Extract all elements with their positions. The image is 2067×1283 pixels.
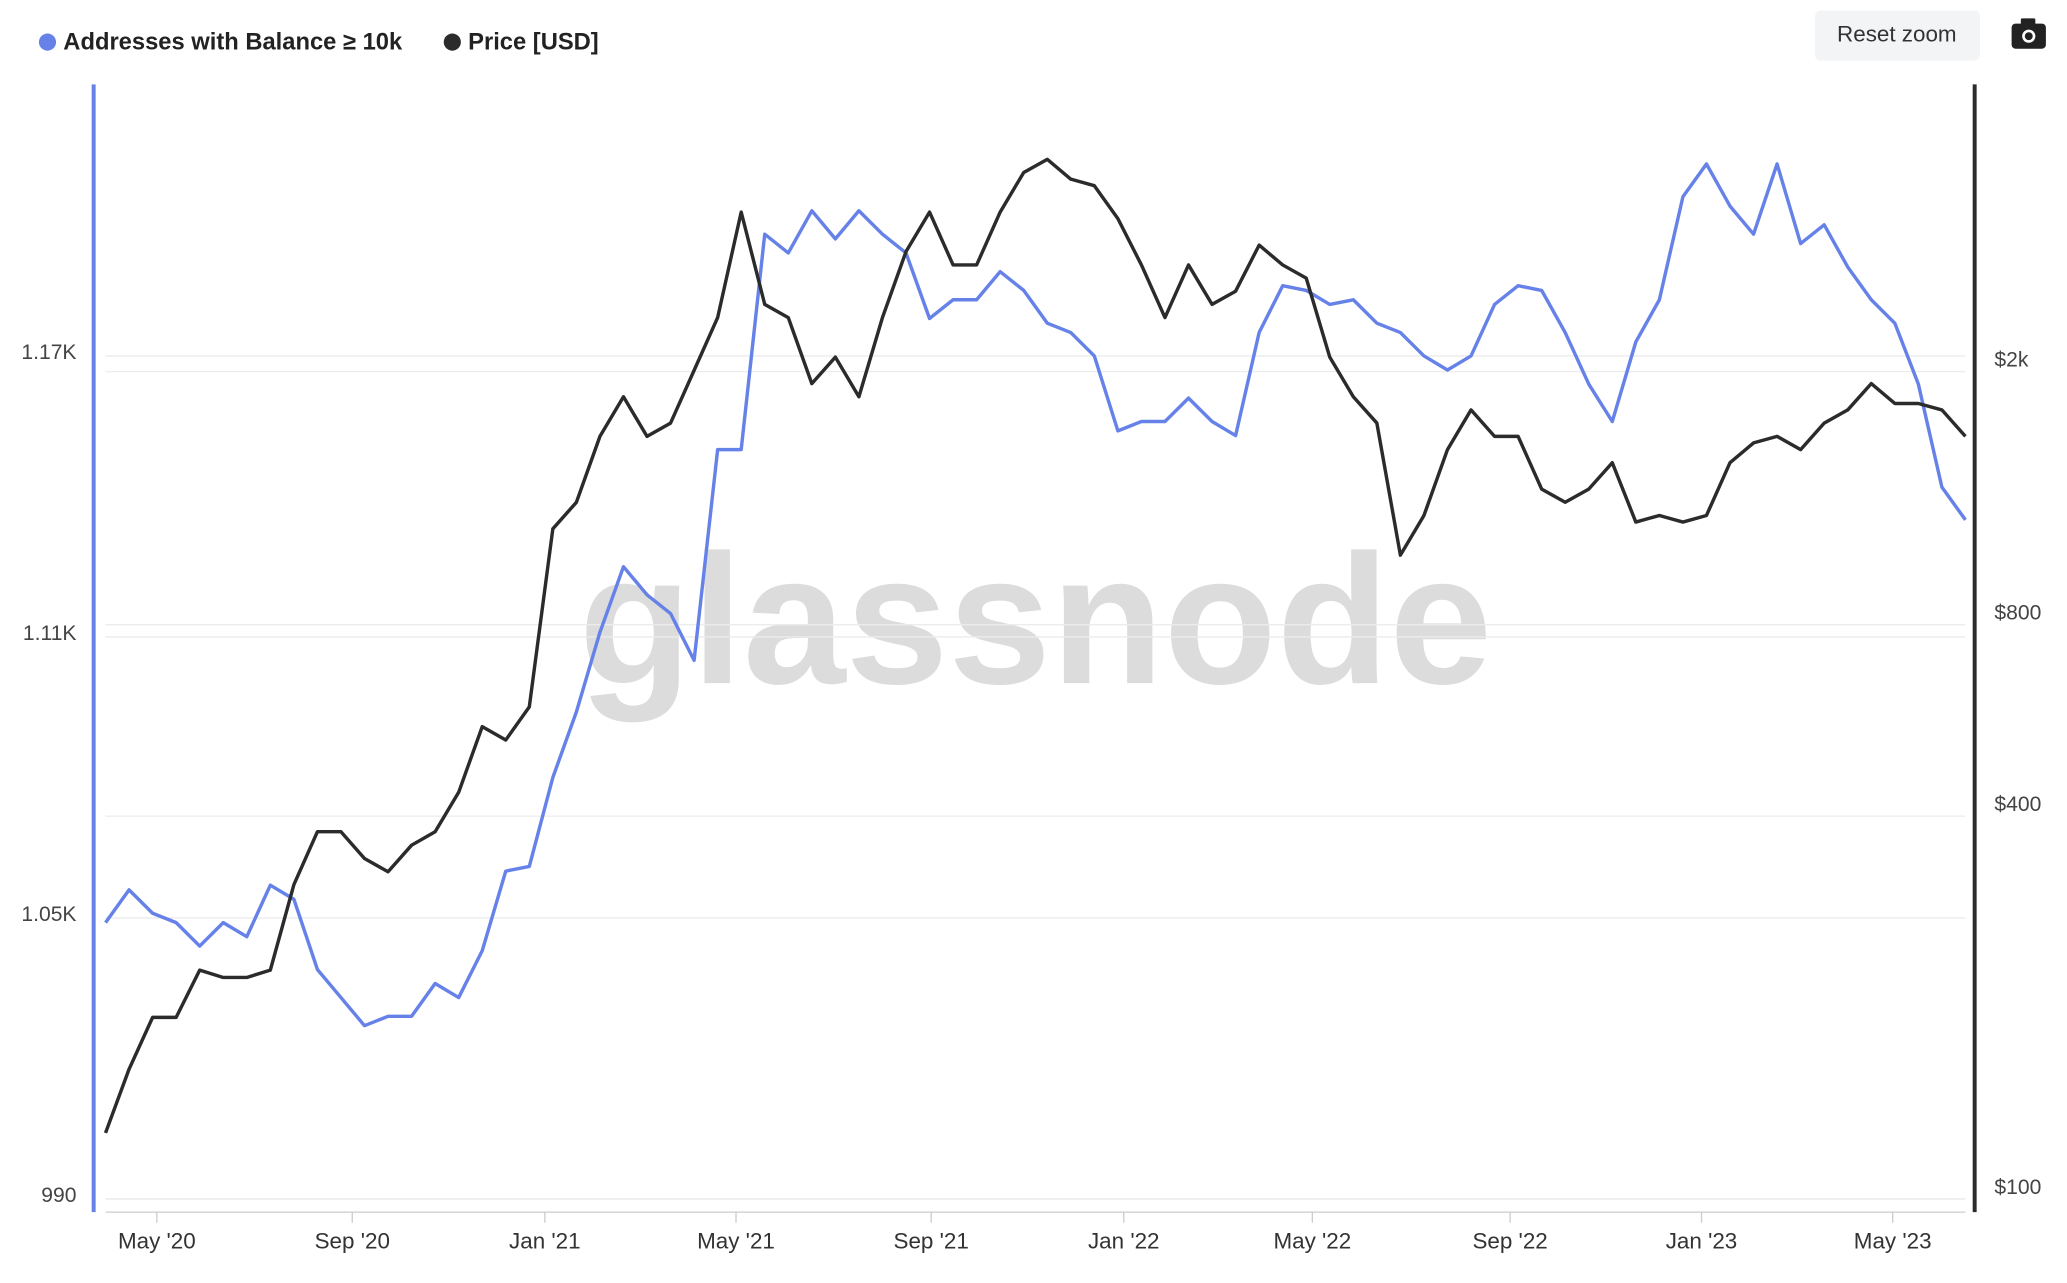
legend-marker [38,33,57,51]
y2-tick-label: $800 [1994,602,2041,625]
y2-tick-label: $2k [1994,349,2028,372]
series-line [103,157,1967,1134]
y-tick-label: 990 [41,1184,76,1207]
y2-tick-label: $400 [1994,793,2041,816]
x-tick-label: Sep '20 [315,1228,390,1253]
camera-icon[interactable] [2011,18,2046,49]
x-tick-label: Jan '23 [1666,1228,1738,1253]
x-tick-label: Sep '22 [1472,1228,1547,1253]
y-tick-label: 1.17K [21,341,76,364]
watermark: glassnode [579,517,1492,723]
reset-zoom-label[interactable]: Reset zoom [1837,21,1957,46]
legend-label: Price [USD] [468,30,599,56]
reset-zoom-button[interactable] [1815,10,1980,61]
x-tick-label: Jan '21 [509,1228,581,1253]
x-tick-label: Jan '22 [1088,1228,1160,1253]
x-tick-label: May '23 [1854,1228,1932,1253]
x-tick-label: May '20 [118,1228,196,1253]
x-tick-label: May '22 [1273,1228,1351,1253]
y-tick-label: 1.11K [23,622,77,645]
x-tick-label: May '21 [697,1228,775,1253]
x-tick-label: Sep '21 [894,1228,969,1253]
legend-label: Addresses with Balance ≥ 10k [63,30,403,56]
legend-marker [443,33,461,51]
y-tick-label: 1.05K [21,903,76,926]
series-line [104,162,1967,1028]
y2-tick-label: $100 [1994,1176,2041,1199]
